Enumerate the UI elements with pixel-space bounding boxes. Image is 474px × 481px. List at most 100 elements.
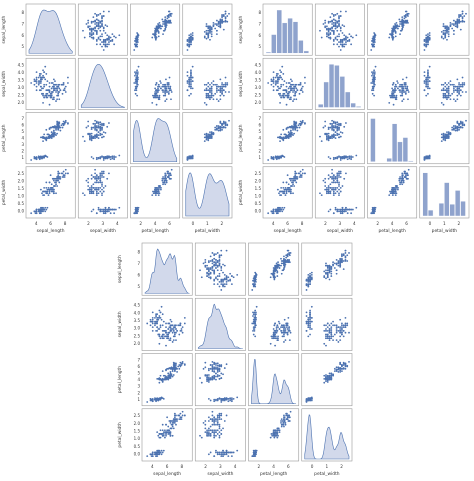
scatter-point <box>391 35 394 38</box>
scatter-point <box>348 33 351 36</box>
scatter-point <box>393 27 396 30</box>
scatter-point <box>221 126 223 129</box>
scatter-point <box>199 377 201 379</box>
scatter-point <box>209 29 211 32</box>
scatter-point <box>109 156 112 158</box>
scatter-point <box>344 252 347 254</box>
scatter-point <box>336 25 339 28</box>
scatter-point <box>423 71 426 74</box>
scatter-point <box>449 94 452 97</box>
scatter-point <box>461 124 464 127</box>
scatter-point <box>35 208 38 211</box>
scatter-point <box>30 82 33 84</box>
scatter-point <box>172 329 175 332</box>
scatter-point <box>211 370 214 373</box>
scatter-point <box>289 129 292 132</box>
scatter-point <box>154 29 157 32</box>
scatter-point <box>102 49 105 51</box>
scatter-point <box>83 140 86 143</box>
scatter-point <box>342 254 345 257</box>
scatter-point <box>284 194 287 196</box>
scatter-point <box>218 272 221 275</box>
scatter-point <box>236 274 239 276</box>
scatter-point <box>267 212 270 215</box>
scatter-point <box>226 124 229 127</box>
scatter-point <box>172 367 175 370</box>
scatter-point <box>101 41 103 43</box>
scatter-point <box>373 94 376 97</box>
scatter-point <box>183 322 186 325</box>
scatter-point <box>440 101 443 104</box>
scatter-point <box>338 174 340 177</box>
scatter-point <box>346 254 349 257</box>
scatter-point <box>405 76 408 79</box>
scatter-point <box>280 264 282 267</box>
scatter-point <box>223 274 226 276</box>
scatter-point <box>97 19 100 22</box>
scatter-point <box>328 264 331 267</box>
scatter-point <box>219 21 222 24</box>
scatter-point <box>49 94 52 97</box>
scatter-point <box>336 177 339 180</box>
scatter-point <box>454 125 457 127</box>
scatter-point <box>338 23 340 25</box>
scatter-point <box>89 25 91 28</box>
scatter-point <box>305 320 308 323</box>
scatter-point <box>395 25 398 28</box>
scatter-point <box>229 278 232 281</box>
scatter-point <box>339 157 342 160</box>
scatter-point <box>281 260 284 262</box>
scatter-point <box>92 20 95 23</box>
scatter-point <box>389 94 391 97</box>
scatter-point <box>327 177 330 180</box>
scatter-point <box>209 38 211 41</box>
scatter-point <box>293 179 296 182</box>
scatter-point <box>326 138 328 141</box>
scatter-point <box>280 329 282 332</box>
scatter-point <box>341 333 343 336</box>
scatter-point <box>425 157 428 160</box>
scatter-point <box>219 128 222 130</box>
scatter-point <box>35 212 38 215</box>
scatter-point <box>298 172 301 175</box>
scatter-point <box>137 65 140 68</box>
scatter-point <box>329 20 332 23</box>
scatter-point <box>348 252 350 254</box>
panel-sepal_length-vs-petal_length <box>248 242 300 296</box>
scatter-point <box>157 91 159 93</box>
scatter-point <box>154 188 157 191</box>
scatter-point <box>97 137 100 140</box>
scatter-point <box>97 122 100 125</box>
scatter-point <box>330 333 333 336</box>
scatter-point <box>207 35 210 38</box>
scatter-point <box>205 135 208 138</box>
hist-bar <box>276 9 282 54</box>
scatter-point <box>338 181 340 184</box>
scatter-point <box>221 87 223 90</box>
scatter-point <box>99 29 102 32</box>
scatter-point <box>345 122 347 124</box>
scatter-point <box>326 326 329 329</box>
scatter-point <box>332 24 335 26</box>
scatter-point <box>108 38 110 41</box>
scatter-point <box>220 283 223 286</box>
scatter-point <box>51 91 54 93</box>
scatter-point <box>169 87 172 90</box>
scatter-point <box>281 78 284 81</box>
y-tick-label: 4.5 <box>134 303 141 308</box>
y-tick-label: 7 <box>137 261 140 266</box>
scatter-point <box>92 190 95 193</box>
y-axis-label: petal_length <box>238 124 244 152</box>
scatter-point <box>327 185 330 187</box>
scatter-point <box>440 35 443 38</box>
scatter-point <box>155 320 157 323</box>
scatter-point <box>87 120 90 123</box>
scatter-point <box>159 311 162 314</box>
scatter-point <box>165 179 168 182</box>
scatter-point <box>210 89 213 92</box>
scatter-point <box>336 132 339 135</box>
scatter-point <box>427 40 429 42</box>
scatter-point <box>225 249 228 252</box>
scatter-point <box>278 92 280 95</box>
